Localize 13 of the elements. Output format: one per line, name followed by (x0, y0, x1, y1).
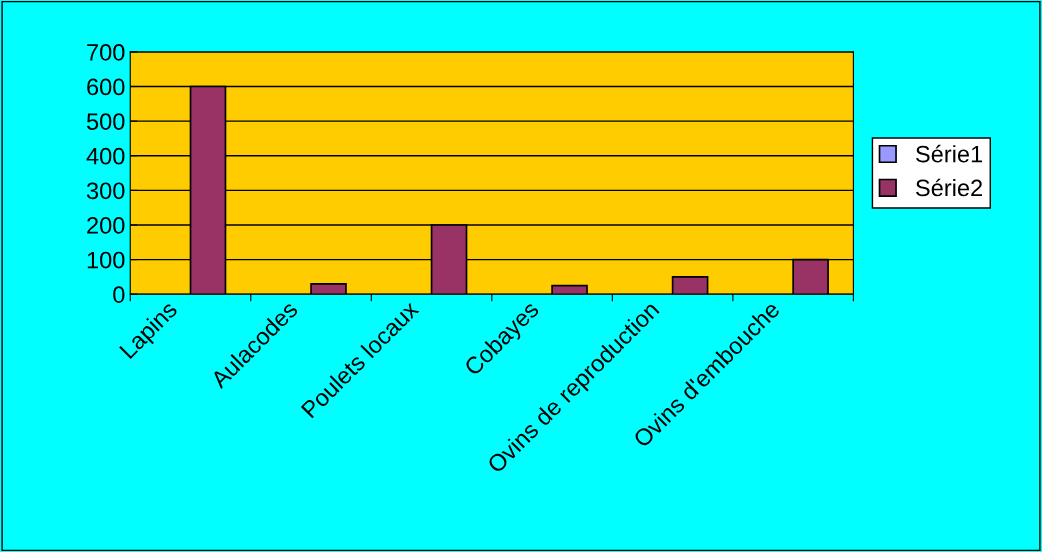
legend-label: Série2 (916, 178, 982, 197)
legend-label: Série1 (916, 144, 983, 163)
bar (310, 282, 347, 295)
y-tick-label: 200 (87, 217, 125, 234)
y-tick-label: 300 (86, 182, 125, 200)
bar (671, 276, 709, 295)
y-tick-label: 500 (86, 113, 125, 130)
y-tick-label: 700 (87, 43, 125, 61)
y-tick-label: 400 (86, 147, 125, 165)
bar (551, 284, 588, 295)
y-tick-label: 100 (87, 251, 125, 269)
y-tick-label: 600 (87, 78, 125, 96)
y-tick-label: 0 (113, 286, 125, 303)
